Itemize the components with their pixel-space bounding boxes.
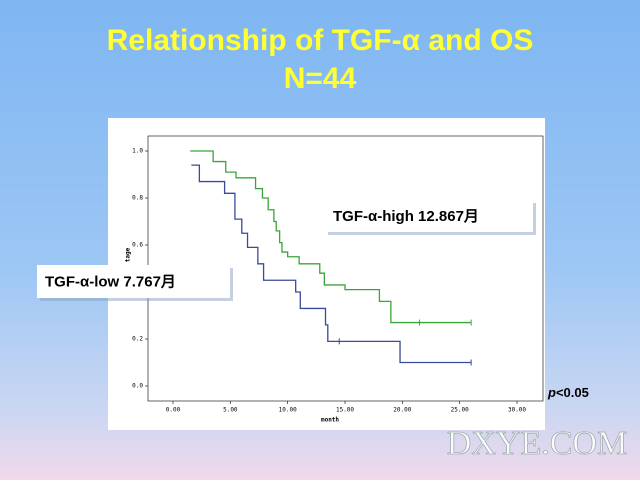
chart-subtitle: N=44 [284,62,357,95]
watermark: DXYE.COM [447,425,627,462]
label-box [37,265,230,298]
p-symbol: p [547,385,556,400]
survival-curve [191,164,472,364]
legend-label: TGF-α-low 7.767月 [45,273,176,290]
y-tick-label: 0.2 [132,336,143,343]
x-tick-label: 10.00 [279,407,297,414]
x-tick-label: 5.00 [223,407,238,414]
y-axis-label: tage [125,247,132,262]
x-tick-label: 15.00 [336,407,354,414]
x-tick-label: 25.00 [451,407,469,414]
annotations: TGF-α-high 12.867月 TGF-α-low 7.767月 [37,200,536,301]
y-tick-label: 0.8 [132,195,143,202]
x-tick-label: 20.00 [393,407,411,414]
x-axis-label: month [321,417,339,424]
y-tick-label: 0.6 [132,242,143,249]
p-value: p<0.05 [547,385,589,400]
survival-curve [190,150,472,324]
x-tick-label: 30.00 [508,407,526,414]
legend-label: TGF-α-high 12.867月 [333,208,479,225]
y-tick-label: 1.0 [132,148,143,155]
chart-title: Relationship of TGF-α and OS [107,24,534,57]
x-tick-label: 0.00 [166,407,181,414]
y-tick-label: 0.0 [132,383,143,390]
label-box [325,200,533,232]
p-threshold: <0.05 [556,385,589,400]
